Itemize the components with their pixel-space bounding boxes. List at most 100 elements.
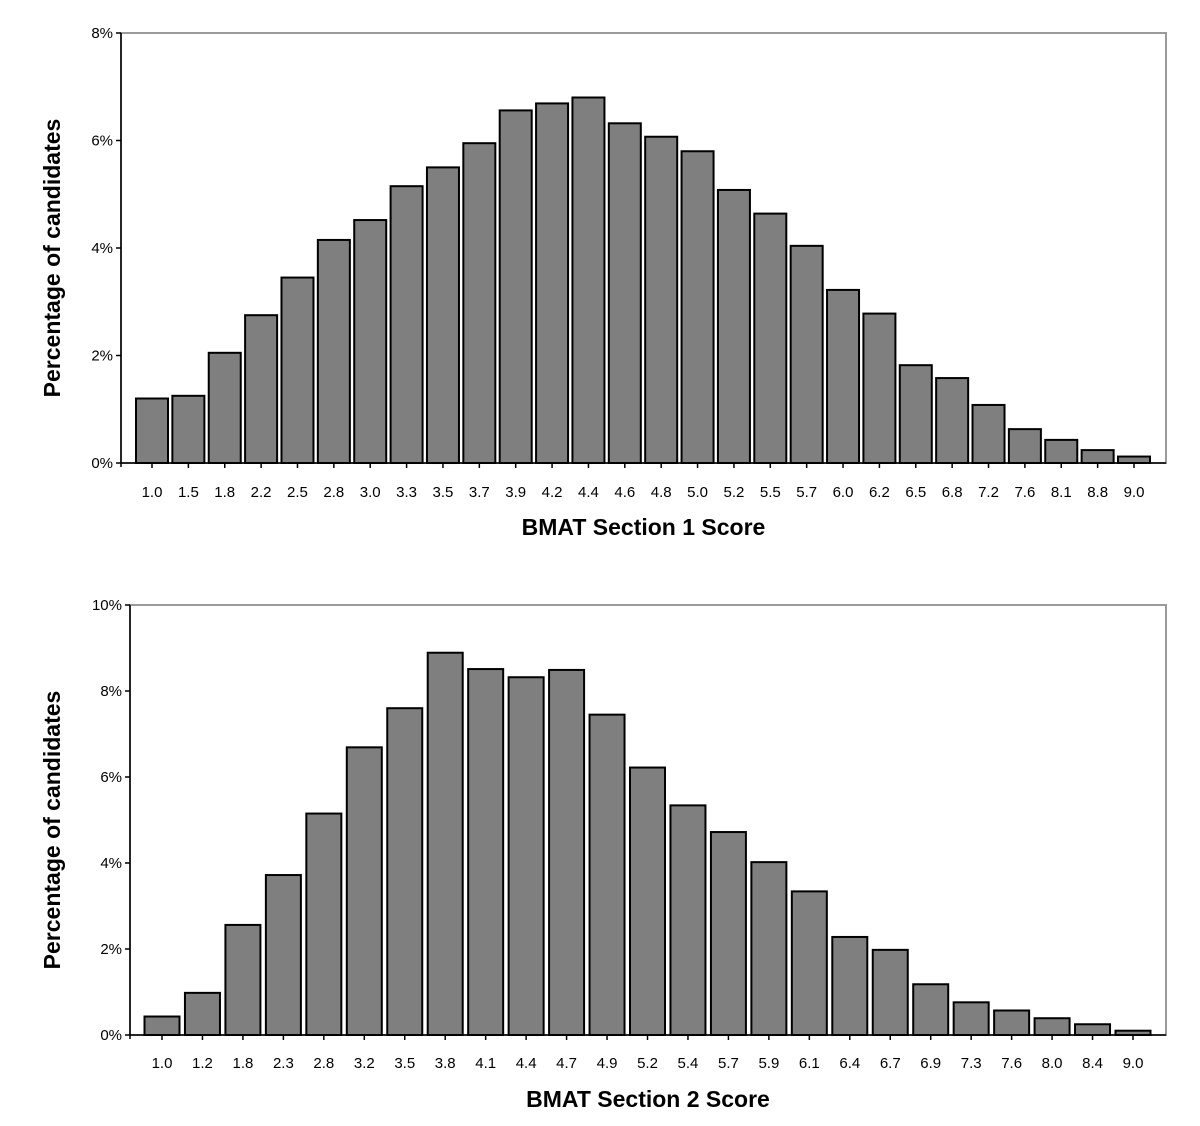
- section-1-bar: [1044, 438, 1079, 465]
- section-1-x-tick-label: 4.4: [578, 484, 599, 501]
- section-2-x-tick-label: 2.8: [313, 1055, 334, 1072]
- section-1-bar: [607, 122, 642, 465]
- section-2-x-tick-label: 5.7: [718, 1055, 739, 1072]
- section-1-bar: [207, 351, 242, 464]
- section-1-bar: [789, 244, 824, 464]
- section-1-x-tick-label: 9.0: [1124, 484, 1145, 501]
- section-1-chart: 0% 2% 4% 6% 8% 1.0 1.5 1.8 2.2 2.5 2.8 3.0 3.3 3.5 3.…: [39, 25, 1167, 540]
- section-1-x-tick-label: 2.5: [287, 484, 308, 501]
- section-2-bar: [143, 1015, 181, 1037]
- section-1-x-ticks: 1.0 1.5 1.8 2.2 2.5 2.8 3.0 3.3 3.5 3.7 3.9 4.2 4.4 4…: [142, 463, 1145, 501]
- section-2-x-axis-title: BMAT Section 2 Score: [526, 1086, 770, 1112]
- section-1-x-tick-label: 3.0: [360, 484, 381, 501]
- section-2-bar: [305, 812, 343, 1036]
- section-1-x-axis-title: BMAT Section 1 Score: [522, 514, 766, 540]
- section-2-bar: [507, 676, 545, 1036]
- section-2-x-tick-label: 1.0: [152, 1055, 173, 1072]
- section-2-bar: [183, 991, 221, 1036]
- section-2-x-tick-label: 6.1: [799, 1055, 820, 1072]
- section-1-bar: [535, 102, 570, 464]
- section-2-bar: [831, 935, 869, 1037]
- section-2-x-ticks: 1.0 1.2 1.8 2.3 2.8 3.2 3.5 3.8 4.1 4.4 4.7 4.9 5.2 5…: [152, 1035, 1143, 1072]
- section-2-x-tick-label: 2.3: [273, 1055, 294, 1072]
- section-2-bar: [386, 707, 424, 1036]
- section-1-bar: [1117, 455, 1151, 464]
- section-2-x-tick-label: 6.4: [839, 1055, 860, 1072]
- section-2-y-tick-label: 8%: [100, 683, 122, 700]
- section-2-x-tick-label: 5.2: [637, 1055, 658, 1072]
- section-1-x-tick-label: 4.2: [542, 484, 563, 501]
- section-2-x-tick-label: 5.9: [758, 1055, 779, 1072]
- section-1-bar: [680, 150, 715, 464]
- section-1-bar: [280, 276, 315, 464]
- section-2-x-tick-label: 6.7: [880, 1055, 901, 1072]
- section-1-x-tick-label: 3.5: [433, 484, 454, 501]
- section-2-x-tick-label: 4.9: [597, 1055, 618, 1072]
- section-2-y-tick-label: 4%: [100, 855, 122, 872]
- section-1-bar: [644, 135, 679, 465]
- section-2-bar: [264, 874, 302, 1036]
- section-1-bar: [898, 364, 933, 464]
- section-1-bar: [244, 314, 279, 464]
- section-2-bar: [629, 766, 666, 1036]
- section-1-x-tick-label: 3.7: [469, 484, 490, 501]
- section-2-y-ticks: 0% 2% 4% 6% 8% 10%: [92, 597, 130, 1044]
- section-2-bar: [1033, 1017, 1071, 1036]
- section-1-x-tick-label: 4.6: [614, 484, 635, 501]
- section-1-bar: [389, 185, 424, 464]
- section-2-x-tick-label: 1.8: [232, 1055, 253, 1072]
- section-1-bar: [862, 312, 897, 464]
- section-1-bar: [716, 188, 751, 464]
- section-1-x-tick-label: 3.9: [505, 484, 526, 501]
- section-1-bar: [571, 96, 606, 464]
- section-1-bars: [135, 96, 1151, 465]
- section-1-bar: [1080, 449, 1115, 465]
- section-1-bar: [353, 219, 388, 464]
- section-2-x-tick-label: 1.2: [192, 1055, 213, 1072]
- section-1-y-tick-label: 6%: [91, 133, 113, 150]
- section-1-x-tick-label: 6.0: [833, 484, 854, 501]
- section-1-bar: [462, 142, 497, 464]
- section-2-x-tick-label: 8.4: [1082, 1055, 1103, 1072]
- section-2-bar: [993, 1009, 1031, 1036]
- section-1-bar: [135, 397, 169, 464]
- section-1-x-tick-label: 6.2: [869, 484, 890, 501]
- section-1-x-tick-label: 5.7: [796, 484, 817, 501]
- section-1-x-tick-label: 8.8: [1087, 484, 1108, 501]
- section-2-y-axis-title: Percentage of candidates: [39, 691, 65, 970]
- section-1-x-tick-label: 2.8: [323, 484, 344, 501]
- section-1-x-tick-label: 6.8: [942, 484, 963, 501]
- section-2-x-tick-label: 7.6: [1001, 1055, 1022, 1072]
- section-1-y-tick-label: 8%: [91, 25, 113, 42]
- section-2-bar: [224, 923, 262, 1036]
- section-1-x-tick-label: 5.5: [760, 484, 781, 501]
- section-1-x-tick-label: 1.5: [178, 484, 199, 501]
- section-1-x-tick-label: 1.8: [214, 484, 235, 501]
- section-2-x-tick-label: 3.2: [354, 1055, 375, 1072]
- section-1-x-tick-label: 7.6: [1014, 484, 1035, 501]
- section-1-bar: [971, 403, 1006, 465]
- section-1-y-axis-title: Percentage of candidates: [39, 119, 65, 398]
- section-2-x-tick-label: 3.8: [435, 1055, 456, 1072]
- section-2-bar: [750, 861, 788, 1037]
- section-1-x-tick-label: 4.8: [651, 484, 672, 501]
- section-1-x-tick-label: 1.0: [142, 484, 163, 501]
- section-2-x-tick-label: 5.4: [678, 1055, 699, 1072]
- section-2-bar: [467, 668, 505, 1036]
- section-1-y-ticks: 0% 2% 4% 6% 8%: [91, 25, 121, 472]
- section-1-bar: [498, 109, 533, 465]
- section-2-y-tick-label: 2%: [100, 941, 122, 958]
- section-1-x-tick-label: 6.5: [905, 484, 926, 501]
- section-2-bar: [548, 668, 586, 1036]
- section-1-x-tick-label: 5.2: [723, 484, 744, 501]
- section-1-y-tick-label: 2%: [91, 348, 113, 365]
- section-1-x-tick-label: 2.2: [251, 484, 272, 501]
- section-1-x-tick-label: 3.3: [396, 484, 417, 501]
- section-2-x-tick-label: 8.0: [1042, 1055, 1063, 1072]
- section-2-x-tick-label: 4.4: [516, 1055, 537, 1072]
- section-2-x-tick-label: 7.3: [961, 1055, 982, 1072]
- section-2-x-tick-label: 6.9: [920, 1055, 941, 1072]
- section-1-y-tick-label: 4%: [91, 240, 113, 257]
- section-2-x-tick-label: 3.5: [394, 1055, 415, 1072]
